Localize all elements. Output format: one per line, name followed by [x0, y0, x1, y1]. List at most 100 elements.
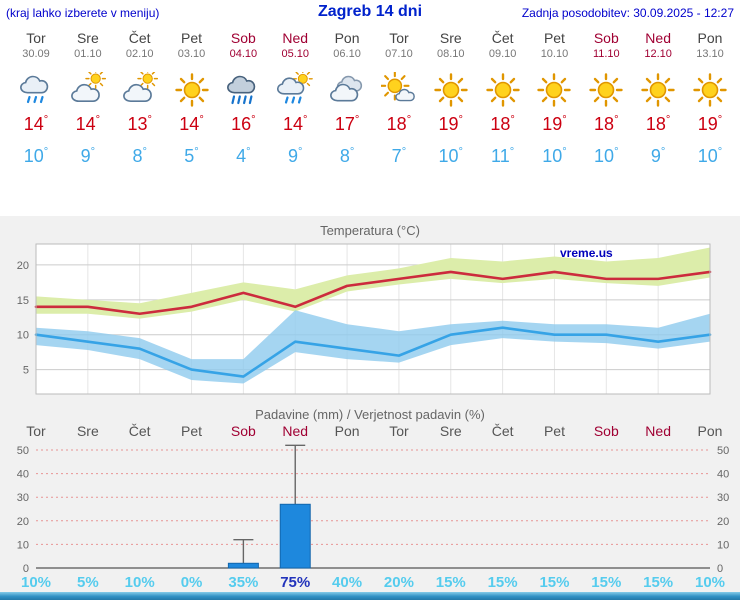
precip-day-label: Sob	[593, 423, 619, 439]
day-column: Tor 07.10 18° 7°	[371, 26, 427, 216]
precip-axis-tick-left: 30	[17, 492, 29, 504]
day-low-temp: 11°	[491, 146, 515, 166]
precip-day-label: Ned	[645, 423, 671, 439]
degree-symbol: °	[43, 114, 49, 126]
degree-symbol: °	[614, 114, 619, 126]
sunny-icon	[536, 72, 572, 108]
precip-axis-tick-right: 0	[717, 563, 723, 575]
day-name: Ned	[645, 30, 671, 46]
temp-axis-tick: 20	[17, 260, 29, 272]
day-date: 13.10	[696, 48, 724, 60]
showers-icon	[277, 72, 313, 108]
day-low-temp: 9°	[650, 146, 666, 166]
day-date: 12.10	[644, 48, 672, 60]
degree-symbol: °	[246, 146, 251, 158]
min-range-band	[36, 310, 710, 384]
day-name: Pon	[697, 30, 723, 46]
day-date: 07.10	[385, 48, 413, 60]
degree-symbol: °	[660, 146, 666, 158]
day-name: Tor	[26, 30, 46, 46]
day-low-temp: 8°	[132, 146, 147, 166]
day-column: Sre 01.10 14° 9°	[60, 26, 116, 216]
precipitation-bar	[279, 503, 311, 569]
degree-symbol: °	[147, 114, 152, 126]
day-column: Sob 11.10 18° 10°	[578, 26, 634, 216]
day-low-temp: 10°	[23, 146, 49, 166]
day-low-temp: 9°	[80, 146, 96, 166]
day-column: Čet 02.10 13° 8°	[112, 26, 168, 216]
precip-probability: 15%	[435, 574, 466, 591]
day-name: Pet	[181, 30, 203, 46]
precip-day-label: Pet	[181, 423, 203, 439]
day-date: 06.10	[333, 48, 361, 60]
day-column: Pon 06.10 17° 8°	[319, 26, 375, 216]
partly-cloudy-icon	[70, 72, 106, 108]
day-name: Tor	[389, 30, 409, 46]
page-title: Zagreb 14 dni	[317, 3, 423, 20]
degree-symbol: °	[614, 146, 619, 158]
degree-symbol: °	[406, 114, 412, 126]
degree-symbol: °	[303, 114, 308, 126]
day-name: Čet	[491, 30, 514, 46]
degree-symbol: °	[562, 114, 567, 126]
precip-axis-tick-left: 10	[17, 539, 29, 551]
precip-probability: 10%	[20, 574, 52, 591]
degree-symbol: °	[510, 114, 515, 126]
precip-probability: 15%	[539, 574, 570, 591]
day-high-temp: 17°	[334, 114, 360, 134]
precip-day-label: Čet	[491, 423, 514, 439]
sunny-icon	[174, 72, 210, 108]
precip-probability: 20%	[383, 574, 414, 591]
day-high-temp: 18°	[645, 114, 671, 134]
precip-day-label: Sre	[76, 423, 99, 439]
footer-bar	[0, 592, 740, 600]
header: (kraj lahko izberete v meniju) Zagreb 14…	[0, 0, 740, 26]
degree-symbol: °	[90, 146, 96, 158]
max-temperature-line	[34, 270, 712, 316]
degree-symbol: °	[717, 114, 723, 126]
day-name: Sob	[230, 30, 256, 46]
precip-day-label: Pon	[334, 423, 360, 439]
precip-axis-tick-left: 0	[23, 563, 29, 575]
forecast-days-row: Tor 30.09 14° 10° Sre 01.10 14° 9° Čet 02.10 13° 8°…	[0, 26, 740, 216]
precip-probability: 0%	[180, 574, 203, 591]
degree-symbol: °	[349, 146, 355, 158]
day-high-temp: 19°	[697, 114, 723, 134]
precip-probability: 40%	[332, 574, 363, 591]
day-column: Sob 04.10 16° 4°	[215, 26, 271, 216]
day-low-temp: 5°	[184, 146, 199, 166]
degree-symbol: °	[297, 146, 303, 158]
degree-symbol: °	[194, 146, 199, 158]
precip-day-label: Ned	[282, 423, 309, 439]
precipitation-chart: 0 0 10 10 20 20 30 30 40 40 50 50	[17, 444, 729, 575]
day-high-temp: 14°	[23, 114, 49, 134]
precip-day-label: Sob	[230, 423, 256, 439]
temperature-chart-title: Temperatura (°C)	[320, 223, 420, 238]
degree-symbol: °	[354, 114, 360, 126]
precip-axis-tick-left: 40	[17, 469, 29, 481]
precip-axis-tick-right: 30	[717, 492, 729, 504]
degree-symbol: °	[717, 146, 723, 158]
location-menu-hint[interactable]: (kraj lahko izberete v meniju)	[6, 6, 160, 20]
precip-axis-tick-right: 50	[717, 445, 729, 457]
precip-axis-tick-right: 10	[717, 539, 729, 551]
precip-axis-tick-right: 20	[717, 516, 729, 528]
day-date: 11.10	[592, 48, 620, 60]
precipitation-bar	[227, 562, 259, 569]
day-name: Ned	[282, 30, 309, 46]
sunny-icon	[485, 72, 521, 108]
degree-symbol: °	[142, 146, 147, 158]
precip-probability: 75%	[280, 574, 311, 591]
precip-day-label: Sre	[439, 423, 462, 439]
rain-icon	[18, 72, 54, 108]
precip-day-label: Tor	[26, 423, 46, 439]
day-name: Pon	[334, 30, 360, 46]
day-column: Pet 10.10 19° 10°	[526, 26, 582, 216]
day-high-temp: 19°	[542, 114, 567, 134]
precipitation-chart-title: Padavine (mm) / Verjetnost padavin (%)	[255, 407, 485, 422]
temperature-chart: 5 10 15 20 vreme.us	[17, 243, 712, 395]
degree-symbol: °	[458, 146, 464, 158]
day-high-temp: 18°	[490, 114, 515, 134]
day-date: 10.10	[540, 48, 569, 60]
day-name: Sre	[439, 30, 462, 46]
